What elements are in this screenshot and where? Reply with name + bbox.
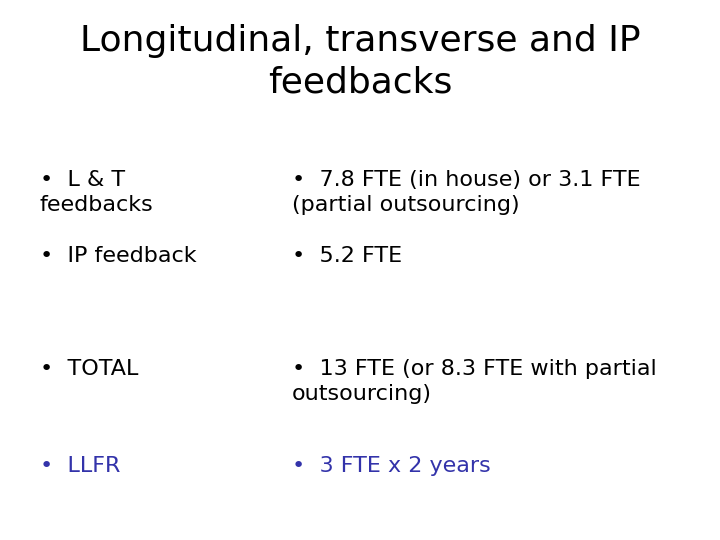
Text: •  LLFR: • LLFR: [40, 456, 120, 476]
Text: •  7.8 FTE (in house) or 3.1 FTE
(partial outsourcing): • 7.8 FTE (in house) or 3.1 FTE (partial…: [292, 170, 640, 215]
Text: •  3 FTE x 2 years: • 3 FTE x 2 years: [292, 456, 490, 476]
Text: •  13 FTE (or 8.3 FTE with partial
outsourcing): • 13 FTE (or 8.3 FTE with partial outsou…: [292, 359, 657, 404]
Text: •  TOTAL: • TOTAL: [40, 359, 138, 379]
Text: •  5.2 FTE: • 5.2 FTE: [292, 246, 402, 266]
Text: •  IP feedback: • IP feedback: [40, 246, 197, 266]
Text: Longitudinal, transverse and IP
feedbacks: Longitudinal, transverse and IP feedback…: [80, 24, 640, 99]
Text: •  L & T
feedbacks: • L & T feedbacks: [40, 170, 153, 215]
